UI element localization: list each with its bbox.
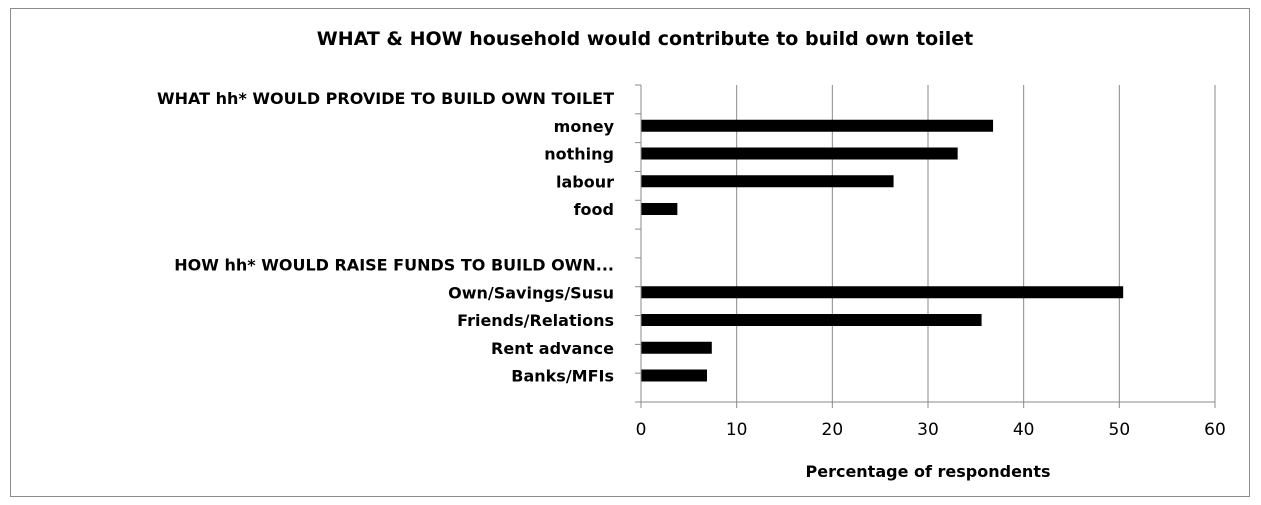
bar-7 <box>641 286 1124 299</box>
bar-8 <box>641 314 982 326</box>
x-tick-label-0: 0 <box>636 420 647 440</box>
grid-lines <box>736 85 1216 402</box>
category-label: food <box>574 200 614 219</box>
bar-1 <box>641 119 994 132</box>
axes <box>635 84 1216 408</box>
bar-2 <box>641 147 958 160</box>
bar-4 <box>641 203 678 215</box>
chart-frame <box>10 8 1250 497</box>
category-label: Banks/MFIs <box>511 367 614 386</box>
tick-labels: 0 10 20 30 40 50 60 <box>636 420 1226 440</box>
bars <box>641 119 1124 382</box>
chart-title: WHAT & HOW household would contribute to… <box>317 28 973 50</box>
x-tick-label-10: 10 <box>726 420 748 440</box>
x-tick-label-60: 60 <box>1204 420 1226 440</box>
bar-9 <box>641 341 712 354</box>
category-label: Own/Savings/Susu <box>448 283 614 302</box>
bar-10 <box>641 369 708 382</box>
category-label: nothing <box>544 145 614 164</box>
category-label: Rent advance <box>491 339 614 358</box>
category-labels: WHAT hh* WOULD PROVIDE TO BUILD OWN TOIL… <box>157 89 615 386</box>
x-tick-label-20: 20 <box>822 420 844 440</box>
category-label: Friends/Relations <box>457 311 614 330</box>
x-tick-label-30: 30 <box>917 420 939 440</box>
bar-3 <box>641 175 894 188</box>
category-label: HOW hh* WOULD RAISE FUNDS TO BUILD OWN..… <box>174 256 614 275</box>
x-tick-label-40: 40 <box>1013 420 1035 440</box>
category-label: labour <box>556 172 614 191</box>
category-label: money <box>554 117 615 136</box>
x-axis-title: Percentage of respondents <box>805 462 1050 481</box>
category-label: WHAT hh* WOULD PROVIDE TO BUILD OWN TOIL… <box>157 89 614 108</box>
x-tick-label-50: 50 <box>1109 420 1131 440</box>
